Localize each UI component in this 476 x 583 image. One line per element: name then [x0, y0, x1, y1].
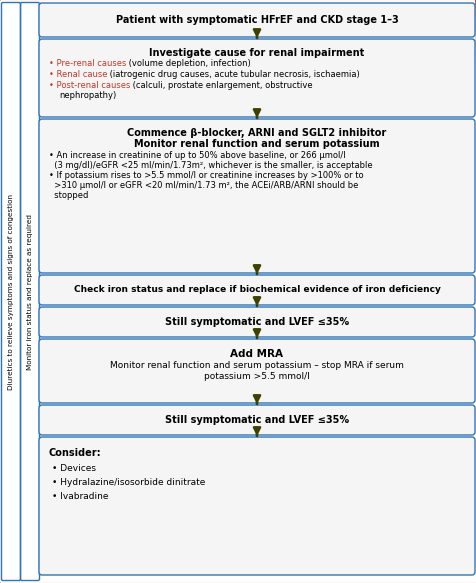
Text: Commence β-blocker, ARNI and SGLT2 inhibitor: Commence β-blocker, ARNI and SGLT2 inhib… — [127, 128, 386, 138]
Text: (calculi, prostate enlargement, obstructive: (calculi, prostate enlargement, obstruct… — [130, 81, 312, 90]
Text: Check iron status and replace if biochemical evidence of iron deficiency: Check iron status and replace if biochem… — [73, 286, 439, 294]
Text: nephropathy): nephropathy) — [59, 91, 116, 100]
Text: stopped: stopped — [49, 191, 88, 200]
FancyBboxPatch shape — [39, 275, 474, 305]
FancyBboxPatch shape — [39, 119, 474, 273]
Text: Add MRA: Add MRA — [230, 349, 283, 359]
Text: Monitor renal function and serum potassium: Monitor renal function and serum potassi… — [134, 139, 379, 149]
FancyBboxPatch shape — [39, 405, 474, 435]
FancyBboxPatch shape — [39, 339, 474, 403]
Text: • Devices: • Devices — [52, 464, 96, 473]
Text: • If potassium rises to >5.5 mmol/l or creatinine increases by >100% or to: • If potassium rises to >5.5 mmol/l or c… — [49, 171, 363, 180]
Text: Diuretics to relieve symptoms and signs of congestion: Diuretics to relieve symptoms and signs … — [8, 194, 14, 389]
Text: (volume depletion, infection): (volume depletion, infection) — [126, 59, 250, 68]
Text: potassium >5.5 mmol/l: potassium >5.5 mmol/l — [204, 372, 309, 381]
FancyBboxPatch shape — [39, 39, 474, 117]
FancyBboxPatch shape — [39, 437, 474, 575]
Text: (iatrogenic drug causes, acute tubular necrosis, ischaemia): (iatrogenic drug causes, acute tubular n… — [107, 70, 359, 79]
Text: • Ivabradine: • Ivabradine — [52, 492, 108, 501]
Text: • Hydralazine/isosorbide dinitrate: • Hydralazine/isosorbide dinitrate — [52, 478, 205, 487]
Text: Patient with symptomatic HFrEF and CKD stage 1–3: Patient with symptomatic HFrEF and CKD s… — [115, 15, 397, 25]
FancyBboxPatch shape — [39, 3, 474, 37]
Text: Monitor renal function and serum potassium – stop MRA if serum: Monitor renal function and serum potassi… — [110, 361, 403, 370]
Text: • An increase in creatinine of up to 50% above baseline, or 266 μmol/l: • An increase in creatinine of up to 50%… — [49, 151, 345, 160]
Text: Investigate cause for renal impairment: Investigate cause for renal impairment — [149, 48, 364, 58]
Text: Still symptomatic and LVEF ≤35%: Still symptomatic and LVEF ≤35% — [165, 415, 348, 425]
Text: >310 μmol/l or eGFR <20 ml/min/1.73 m², the ACEi/ARB/ARNI should be: >310 μmol/l or eGFR <20 ml/min/1.73 m², … — [49, 181, 357, 190]
Text: • Pre-renal causes: • Pre-renal causes — [49, 59, 126, 68]
Text: Monitor iron status and replace as required: Monitor iron status and replace as requi… — [27, 213, 33, 370]
Text: (3 mg/dl)/eGFR <25 ml/min/1.73m², whichever is the smaller, is acceptable: (3 mg/dl)/eGFR <25 ml/min/1.73m², whiche… — [49, 161, 372, 170]
Text: Still symptomatic and LVEF ≤35%: Still symptomatic and LVEF ≤35% — [165, 317, 348, 327]
Text: • Post-renal causes: • Post-renal causes — [49, 81, 130, 90]
Text: • Renal cause: • Renal cause — [49, 70, 107, 79]
Text: Consider:: Consider: — [49, 448, 101, 458]
FancyBboxPatch shape — [39, 307, 474, 337]
